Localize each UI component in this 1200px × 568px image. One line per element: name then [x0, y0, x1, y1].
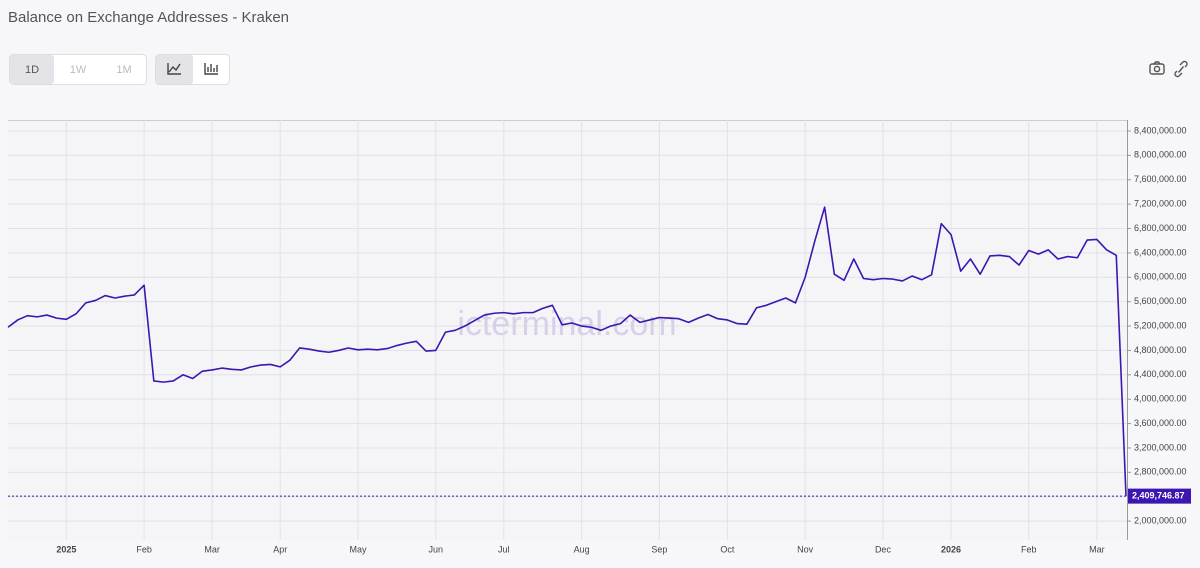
y-tick-label: 5,200,000.00: [1134, 320, 1187, 330]
y-tick-label: 4,400,000.00: [1134, 369, 1187, 379]
x-tick-label: Oct: [720, 544, 735, 554]
range-active: [10, 55, 54, 84]
x-tick-label: Sep: [651, 544, 667, 554]
line-type-button[interactable]: [156, 55, 193, 84]
link-icon[interactable]: [1174, 60, 1188, 78]
range-button[interactable]: 1W: [70, 64, 87, 76]
x-tick-label: 2026: [941, 544, 961, 554]
x-tick-label: Dec: [875, 544, 892, 554]
chart-title: Balance on Exchange Addresses - Kraken: [8, 9, 289, 26]
x-tick-label: May: [349, 544, 367, 554]
y-tick-label: 8,400,000.00: [1134, 125, 1187, 135]
camera-icon[interactable]: [1149, 61, 1165, 75]
y-tick-label: 4,000,000.00: [1134, 394, 1187, 404]
x-tick-label: Feb: [136, 544, 152, 554]
last-value-label: 2,409,746.87: [1132, 491, 1185, 501]
x-tick-label: Jun: [428, 544, 443, 554]
y-tick-label: 3,600,000.00: [1134, 418, 1187, 428]
last-value-badge: [1128, 488, 1191, 504]
x-tick-label: Apr: [273, 544, 287, 554]
range-button[interactable]: 1D: [25, 64, 39, 76]
y-tick-label: 8,000,000.00: [1134, 150, 1187, 160]
plot-area: [8, 120, 1127, 540]
x-tick-label: Feb: [1021, 544, 1037, 554]
x-tick-label: Nov: [797, 544, 814, 554]
range-button[interactable]: 1M: [116, 64, 131, 76]
x-tick-label: Jul: [498, 544, 510, 554]
y-tick-label: 5,600,000.00: [1134, 296, 1187, 306]
line: [7, 206, 1127, 497]
y-tick-label: 7,600,000.00: [1134, 174, 1187, 184]
y-tick-label: 4,800,000.00: [1134, 345, 1187, 355]
y-tick-label: 3,200,000.00: [1134, 442, 1187, 452]
y-tick-label: 2,000,000.00: [1134, 515, 1187, 525]
y-tick-label: 2,800,000.00: [1134, 467, 1187, 477]
plot: icterminal.com: [7, 120, 1128, 540]
line-icon: [167, 63, 181, 75]
bar-icon[interactable]: [204, 63, 218, 75]
y-tick-label: 6,400,000.00: [1134, 247, 1187, 257]
y-tick-label: 6,000,000.00: [1134, 272, 1187, 282]
x-tick-label: 2025: [56, 544, 76, 554]
y-tick-label: 7,200,000.00: [1134, 198, 1187, 208]
x-tick-label: Aug: [574, 544, 590, 554]
x-tick-label: Mar: [1089, 544, 1105, 554]
x-tick-label: Mar: [204, 544, 220, 554]
chart-type-buttons: [155, 54, 230, 85]
y-tick-label: 6,800,000.00: [1134, 223, 1187, 233]
range-buttons: 1D 1W 1M: [9, 54, 147, 85]
